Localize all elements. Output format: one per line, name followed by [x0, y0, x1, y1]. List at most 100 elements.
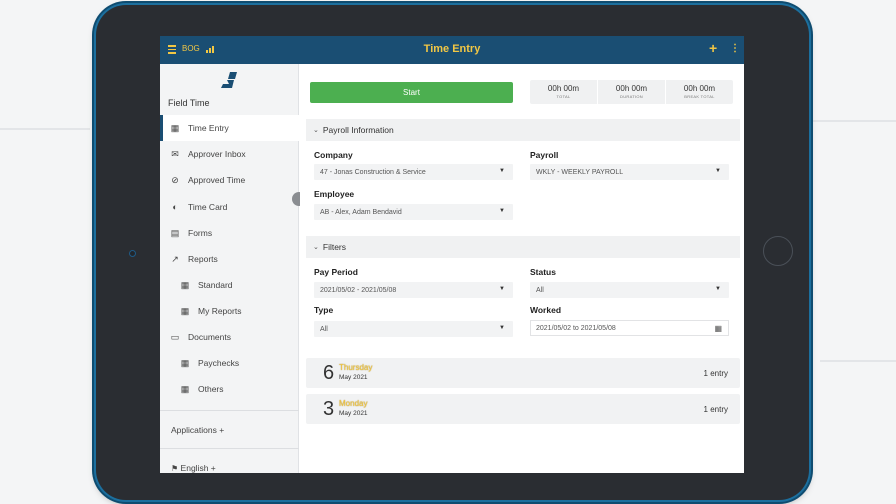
- timer-label: DURATION: [620, 94, 643, 99]
- pay-period-value: 2021/05/02 - 2021/05/08: [320, 286, 397, 294]
- sidebar-item-forms[interactable]: ▤ Forms: [160, 220, 299, 246]
- timer-total: 00h 00m TOTAL: [530, 80, 598, 104]
- caret-down-icon: ▼: [499, 168, 505, 174]
- grid-icon: ▦: [180, 305, 190, 316]
- sidebar-item-label: Forms: [188, 228, 213, 238]
- worked-date-range[interactable]: 2021/05/02 to 2021/05/08 ▦: [530, 320, 729, 336]
- plus-icon[interactable]: +: [709, 40, 718, 56]
- day-month: May 2021: [339, 374, 368, 381]
- company-select[interactable]: 47 - Jonas Construction & Service ▼: [314, 164, 513, 180]
- language-label: English +: [180, 463, 216, 473]
- caret-down-icon: ▼: [499, 286, 505, 292]
- signal-icon: [206, 45, 214, 53]
- day-month: May 2021: [339, 410, 368, 417]
- chart-icon: ↗: [171, 253, 179, 264]
- sidebar-item-time-entry[interactable]: ▦ Time Entry: [160, 115, 299, 141]
- timer-duration: 00h 00m DURATION: [598, 80, 666, 104]
- sidebar-item-others[interactable]: ▦ Others: [160, 376, 299, 402]
- language-icon: ⚑: [171, 464, 179, 473]
- worked-value: 2021/05/02 to 2021/05/08: [536, 324, 616, 332]
- page-title: Time Entry: [423, 43, 481, 55]
- language-selector[interactable]: ⚑ English +: [171, 463, 216, 473]
- grid-icon: ▦: [180, 357, 190, 368]
- filters-section-header[interactable]: ⌄ Filters: [306, 236, 740, 258]
- grid-icon: ▦: [180, 279, 190, 290]
- pay-period-select[interactable]: 2021/05/02 - 2021/05/08 ▼: [314, 282, 513, 298]
- day-number: 3: [323, 398, 335, 420]
- sidebar-item-approved-time[interactable]: ⊘ Approved Time: [160, 167, 299, 193]
- app-screen: BOG Time Entry + ⋮ Field Time ▦ Time Ent…: [160, 36, 744, 473]
- type-label: Type: [314, 305, 334, 315]
- sidebar-item-reports[interactable]: ↗ Reports: [160, 246, 299, 272]
- home-button[interactable]: [763, 236, 793, 266]
- divider: [160, 410, 299, 411]
- brand-label: BOG: [182, 44, 200, 53]
- sidebar-item-standard[interactable]: ▦ Standard: [160, 272, 299, 298]
- day-row-thursday[interactable]: 6 Thursday May 2021 1 entry: [306, 358, 740, 388]
- status-label: Status: [530, 267, 556, 277]
- menu-icon[interactable]: [168, 45, 176, 54]
- check-circle-icon: ⊘: [171, 174, 179, 185]
- tablet-frame: BOG Time Entry + ⋮ Field Time ▦ Time Ent…: [96, 5, 809, 500]
- sidebar-heading: Field Time: [168, 98, 210, 108]
- timer-label: TOTAL: [556, 94, 571, 99]
- day-row-monday[interactable]: 3 Monday May 2021 1 entry: [306, 394, 740, 424]
- camera: [129, 250, 136, 257]
- timer-break-total: 00h 00m BREAK TOTAL: [666, 80, 733, 104]
- section-title: Payroll Information: [322, 125, 394, 135]
- pay-period-label: Pay Period: [314, 267, 358, 277]
- timer-value: 00h 00m: [547, 84, 580, 93]
- day-name: Thursday: [339, 363, 373, 372]
- top-bar: BOG Time Entry + ⋮: [160, 36, 744, 64]
- sidebar-item-label: Others: [198, 384, 224, 394]
- start-button[interactable]: Start: [310, 82, 513, 103]
- company-value: 47 - Jonas Construction & Service: [320, 168, 426, 176]
- sidebar-item-label: Reports: [188, 254, 218, 264]
- worked-label: Worked: [530, 305, 562, 315]
- timer-summary: 00h 00m TOTAL 00h 00m DURATION 00h 00m B…: [530, 80, 733, 104]
- day-number: 6: [323, 362, 335, 384]
- sidebar-item-label: Time Entry: [188, 123, 229, 133]
- section-title: Filters: [322, 242, 347, 252]
- chevron-down-icon: ⌄: [313, 127, 319, 134]
- sidebar-item-label: My Reports: [198, 306, 242, 316]
- sidebar-item-approver-inbox[interactable]: ✉ Approver Inbox: [160, 141, 299, 167]
- payroll-section-header[interactable]: ⌄ Payroll Information: [306, 119, 740, 141]
- caret-down-icon: ▼: [499, 208, 505, 214]
- sidebar-item-documents[interactable]: ▭ Documents: [160, 324, 299, 350]
- sidebar-item-time-card[interactable]: ◐ Time Card: [160, 194, 299, 220]
- company-label: Company: [314, 150, 353, 160]
- employee-label: Employee: [314, 189, 355, 199]
- main-panel: Start 00h 00m TOTAL 00h 00m DURATION 00h…: [300, 64, 744, 473]
- folder-icon: ▭: [170, 331, 180, 342]
- payroll-select[interactable]: WKLY - WEEKLY PAYROLL ▼: [530, 164, 729, 180]
- sidebar-item-label: Standard: [198, 280, 233, 290]
- entry-count: 1 entry: [703, 405, 728, 414]
- payroll-label: Payroll: [530, 150, 559, 160]
- inbox-icon: ✉: [171, 148, 179, 159]
- chevron-down-icon: ⌄: [313, 244, 319, 251]
- logo-icon: [221, 72, 237, 88]
- sidebar-item-paychecks[interactable]: ▦ Paychecks: [160, 350, 299, 376]
- sidebar-item-label: Time Card: [188, 202, 228, 212]
- type-select[interactable]: All ▼: [314, 321, 513, 337]
- timer-value: 00h 00m: [683, 84, 716, 93]
- type-value: All: [320, 325, 328, 333]
- timer-value: 00h 00m: [615, 84, 648, 93]
- employee-select[interactable]: AB - Alex, Adam Bendavid ▼: [314, 204, 513, 220]
- employee-value: AB - Alex, Adam Bendavid: [320, 208, 402, 216]
- divider: [160, 448, 299, 449]
- caret-down-icon: ▼: [715, 168, 721, 174]
- document-icon: ▤: [170, 227, 180, 238]
- status-value: All: [536, 286, 544, 294]
- sidebar-item-my-reports[interactable]: ▦ My Reports: [160, 298, 299, 324]
- sidebar-item-label: Documents: [188, 332, 231, 342]
- caret-down-icon: ▼: [499, 325, 505, 331]
- calendar-icon: ▦: [170, 122, 180, 133]
- sidebar-item-label: Approved Time: [188, 175, 246, 185]
- calendar-icon[interactable]: ▦: [714, 324, 722, 333]
- applications-link[interactable]: Applications +: [171, 425, 225, 435]
- kebab-icon[interactable]: ⋮: [730, 43, 740, 54]
- status-select[interactable]: All ▼: [530, 282, 729, 298]
- day-name: Monday: [339, 399, 368, 408]
